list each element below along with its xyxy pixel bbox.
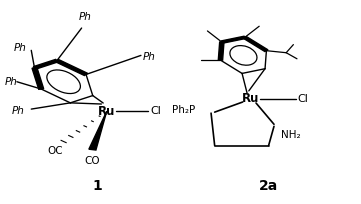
Polygon shape	[32, 68, 44, 89]
Polygon shape	[218, 42, 224, 60]
Polygon shape	[55, 60, 88, 75]
Text: Ph: Ph	[13, 43, 26, 53]
Text: NH₂: NH₂	[281, 130, 301, 140]
Text: Ph: Ph	[143, 52, 156, 62]
Text: Ru: Ru	[98, 105, 116, 118]
Text: Ph: Ph	[4, 77, 17, 87]
Text: Ph: Ph	[12, 106, 24, 116]
Text: Cl: Cl	[150, 106, 161, 116]
Polygon shape	[89, 111, 107, 150]
Text: CO: CO	[84, 156, 100, 166]
Text: Cl: Cl	[297, 94, 308, 104]
Polygon shape	[243, 37, 268, 51]
Text: OC: OC	[47, 146, 63, 156]
Text: 2a: 2a	[259, 179, 278, 193]
Text: Ph: Ph	[79, 12, 92, 22]
Polygon shape	[221, 36, 245, 43]
Text: Ru: Ru	[242, 92, 259, 105]
Text: Ph₂P: Ph₂P	[171, 105, 195, 115]
Polygon shape	[33, 59, 58, 69]
Text: 1: 1	[93, 179, 103, 193]
